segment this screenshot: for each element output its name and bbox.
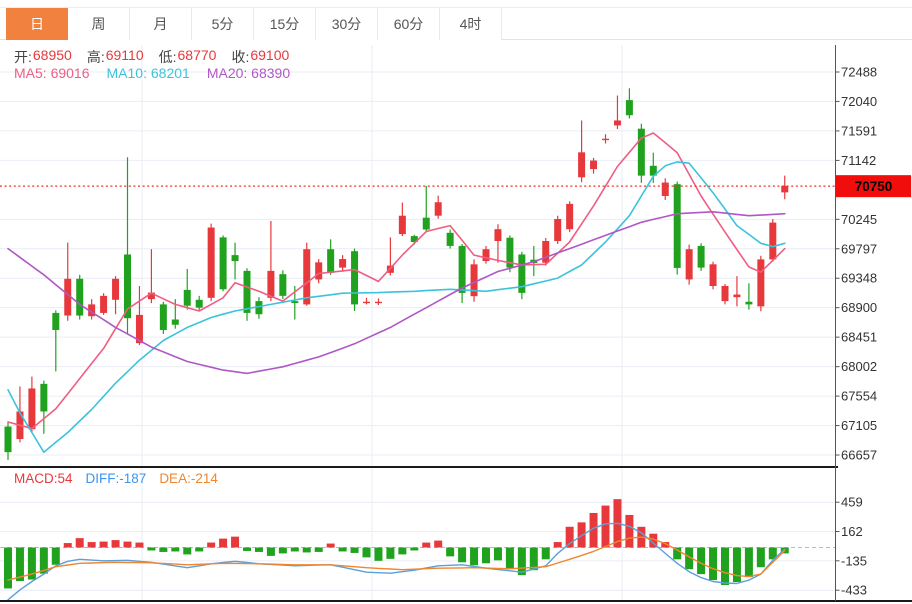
svg-text:66657: 66657 [841,448,877,463]
svg-text:162: 162 [841,524,863,539]
svg-text:-433: -433 [841,583,867,598]
panel-borders [0,45,912,602]
svg-text:69348: 69348 [841,271,877,286]
tab-5min[interactable]: 5分 [192,8,254,40]
tab-week[interactable]: 周 [68,8,130,40]
price-axis-labels: 72488 72040 71591 71142 70245 69797 69348 68900… [835,65,877,463]
candlestick-layer[interactable] [4,88,789,461]
period-tabbar: 日 周 月 5分 15分 30分 60分 4时 [0,7,912,40]
macd-value: MACD: 54 [14,471,73,486]
ma10-line [7,161,786,454]
grid-lines [0,45,836,600]
svg-text:70245: 70245 [841,212,877,227]
diff-value: DIFF: -187 [85,471,147,486]
svg-text:70750: 70750 [855,179,893,194]
svg-text:71591: 71591 [841,123,877,138]
close-value: 收: 69100 [231,47,290,65]
macd-histogram[interactable] [4,499,789,589]
ohlc-legend: 开: 68950 高: 69110 低: 68770 收: 69100 [14,47,289,67]
svg-text:68900: 68900 [841,300,877,315]
svg-text:68451: 68451 [841,330,877,345]
svg-text:67105: 67105 [841,418,877,433]
ma5-value: MA5: 69016 [14,65,90,81]
svg-text:67554: 67554 [841,389,877,404]
ma10-value: MA10: 68201 [106,65,190,81]
svg-text:68002: 68002 [841,359,877,374]
low-value: 低: 68770 [158,47,217,65]
svg-text:71142: 71142 [841,153,876,168]
dea-line [7,536,786,581]
svg-text:459: 459 [841,495,863,510]
tab-60min[interactable]: 60分 [378,8,440,40]
tab-15min[interactable]: 15分 [254,8,316,40]
ma20-line [7,211,786,375]
dea-value: DEA: -214 [159,471,218,486]
macd-legend: MACD: 54 DIFF: -187 DEA: -214 [14,471,218,486]
svg-text:-135: -135 [841,553,867,568]
high-value: 高: 69110 [86,47,144,65]
svg-text:72488: 72488 [841,65,877,80]
price-badge: 70750 [836,175,911,198]
ma-legend: MA5: 69016 MA10: 68201 MA20: 68390 [14,65,290,81]
macd-axis-labels: 459 162 -135 -433 [835,495,867,598]
ma5-line [7,132,786,430]
open-value: 开: 68950 [14,47,72,65]
svg-text:69797: 69797 [841,241,877,256]
tab-30min[interactable]: 30分 [316,8,378,40]
diff-line [7,522,786,601]
tab-month[interactable]: 月 [130,8,192,40]
tab-4hour[interactable]: 4时 [440,8,502,40]
tab-day[interactable]: 日 [6,8,68,40]
ma20-value: MA20: 68390 [206,65,291,81]
svg-text:72040: 72040 [841,94,877,109]
